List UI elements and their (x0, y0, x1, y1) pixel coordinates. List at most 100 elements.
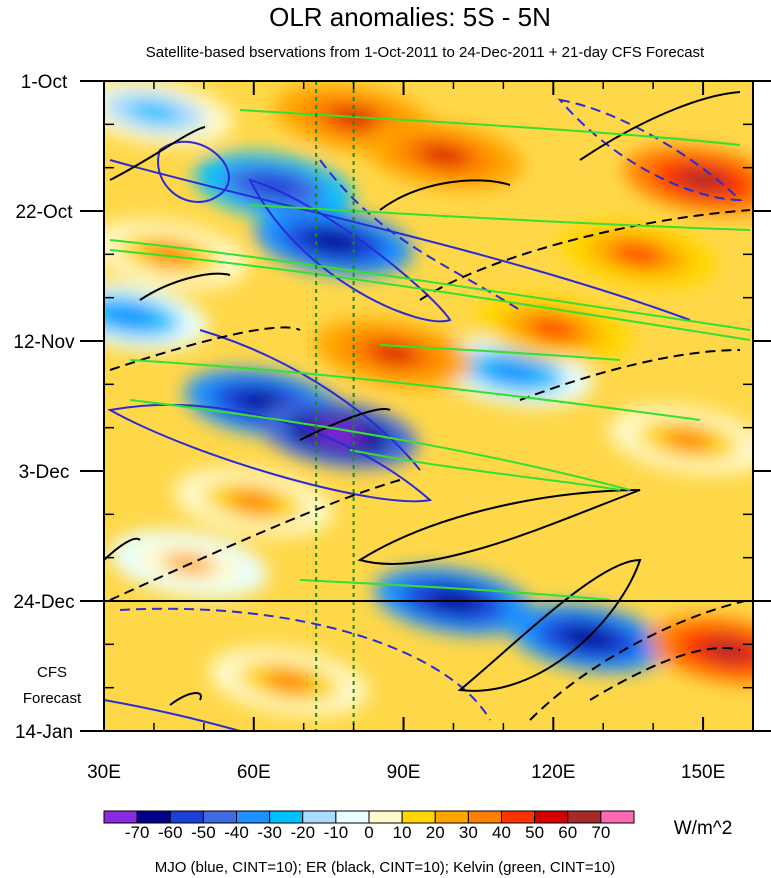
colorbar-swatch (335, 810, 370, 824)
kelvin-contour (249, 204, 751, 231)
er-contour (589, 647, 741, 701)
anomaly-patch (677, 169, 729, 191)
mjo-contours (104, 98, 743, 731)
colorbar-swatch (136, 810, 171, 824)
plot-frame (103, 80, 754, 732)
kelvin-contour (379, 344, 621, 361)
anomaly-patch (367, 342, 420, 365)
mjo-contour (157, 140, 230, 203)
er-contour (104, 537, 141, 561)
colorbar-swatch (567, 810, 602, 824)
er-contour (139, 272, 231, 301)
colorbar-label: 0 (364, 823, 373, 842)
anomaly-patch (417, 144, 470, 166)
anomaly-patch (662, 429, 714, 451)
anomaly-field (104, 81, 753, 716)
mjo-contour (199, 329, 421, 471)
x-tick-label: 60E (237, 762, 271, 783)
mjo-contour (119, 607, 491, 721)
anomaly-patch (104, 305, 155, 327)
colorbar-label: 20 (426, 823, 445, 842)
kelvin-contour (129, 359, 701, 421)
mjo-contour (319, 159, 521, 311)
mjo-contour (109, 159, 691, 321)
x-tick-label: 120E (531, 762, 575, 783)
colorbar-label: -70 (125, 823, 150, 842)
x-axis: 30E 60E 90E 120E 150E (87, 81, 725, 783)
anomaly-patch (128, 101, 180, 123)
er-contour (357, 489, 641, 565)
anomaly-patch (307, 231, 360, 253)
colorbar-swatch (302, 810, 337, 824)
y-axis: 1-Oct 22-Oct 12-Nov 3-Dec 24-Dec 14-Jan (13, 72, 771, 743)
y-tick-label: 3-Dec (19, 462, 70, 483)
colorbar-label: 60 (558, 823, 577, 842)
y-tick-label: 24-Dec (13, 592, 74, 613)
kelvin-contours (109, 109, 751, 601)
forecast-label-line-1: CFS (37, 664, 67, 681)
colorbar-swatch (103, 810, 138, 824)
er-contour (109, 326, 301, 371)
kelvin-contour (299, 579, 611, 601)
colorbar: -70 -60 -50 -40 -30 -20 -10 0 10 20 30 40 50 60 70 (103, 810, 635, 842)
mjo-contour (248, 178, 452, 323)
colorbar-label: 40 (492, 823, 511, 842)
colorbar-label: 70 (591, 823, 610, 842)
contour-legend: MJO (blue, CINT=10); ER (black, CINT=10)… (155, 859, 616, 876)
y-tick-label: 1-Oct (21, 72, 68, 93)
er-contours (104, 91, 751, 721)
er-contour (529, 599, 751, 721)
colorbar-swatch (501, 810, 536, 824)
mjo-contour (107, 403, 433, 503)
kelvin-contour (109, 239, 751, 331)
mjo-contour (104, 699, 241, 731)
er-contour (379, 179, 511, 211)
y-tick-label: 14-Jan (15, 722, 73, 743)
y-tick-label: 12-Nov (13, 332, 75, 353)
kelvin-contour (109, 249, 751, 341)
kelvin-contour (239, 109, 741, 146)
anomaly-patch (487, 361, 540, 383)
colorbar-swatch (169, 810, 204, 824)
anomaly-patch (248, 175, 300, 197)
forecast-label-line-2: Forecast (23, 690, 82, 707)
colorbar-label: -10 (324, 823, 349, 842)
colorbar-label: -20 (290, 823, 315, 842)
colorbar-swatch (434, 810, 469, 824)
colorbar-label: -30 (257, 823, 282, 842)
colorbar-label: -60 (158, 823, 183, 842)
chart-subtitle: Satellite-based bservations from 1-Oct-2… (146, 44, 705, 61)
y-tick-label: 22-Oct (15, 202, 73, 223)
colorbar-swatch (467, 810, 502, 824)
colorbar-swatch (534, 810, 569, 824)
kelvin-contour (129, 399, 631, 491)
anomaly-patch (527, 317, 580, 340)
anomaly-patch (612, 243, 664, 266)
anomaly-patch (327, 107, 380, 129)
anomaly-patch (702, 639, 753, 662)
wave-contours (104, 91, 751, 731)
er-contour (169, 692, 202, 706)
colorbar-label: 30 (459, 823, 478, 842)
kelvin-contour (349, 449, 621, 491)
er-contour (109, 126, 206, 181)
colorbar-swatch (401, 810, 436, 824)
colorbar-swatch (269, 810, 304, 824)
colorbar-units: W/m^2 (674, 818, 733, 839)
x-tick-label: 30E (87, 762, 121, 783)
colorbar-label: -40 (224, 823, 249, 842)
anomaly-patch (262, 670, 315, 693)
er-contour (579, 91, 741, 161)
x-tick-label: 150E (681, 762, 725, 783)
colorbar-label: 10 (393, 823, 412, 842)
colorbar-swatch (368, 810, 403, 824)
colorbar-label: 50 (525, 823, 544, 842)
anomaly-patch (228, 491, 280, 513)
er-contour (299, 408, 391, 441)
chart-title: OLR anomalies: 5S - 5N (269, 2, 551, 32)
colorbar-swatch (202, 810, 237, 824)
colorbar-swatch (236, 810, 271, 824)
colorbar-swatch (600, 810, 635, 824)
x-tick-label: 90E (387, 762, 421, 783)
